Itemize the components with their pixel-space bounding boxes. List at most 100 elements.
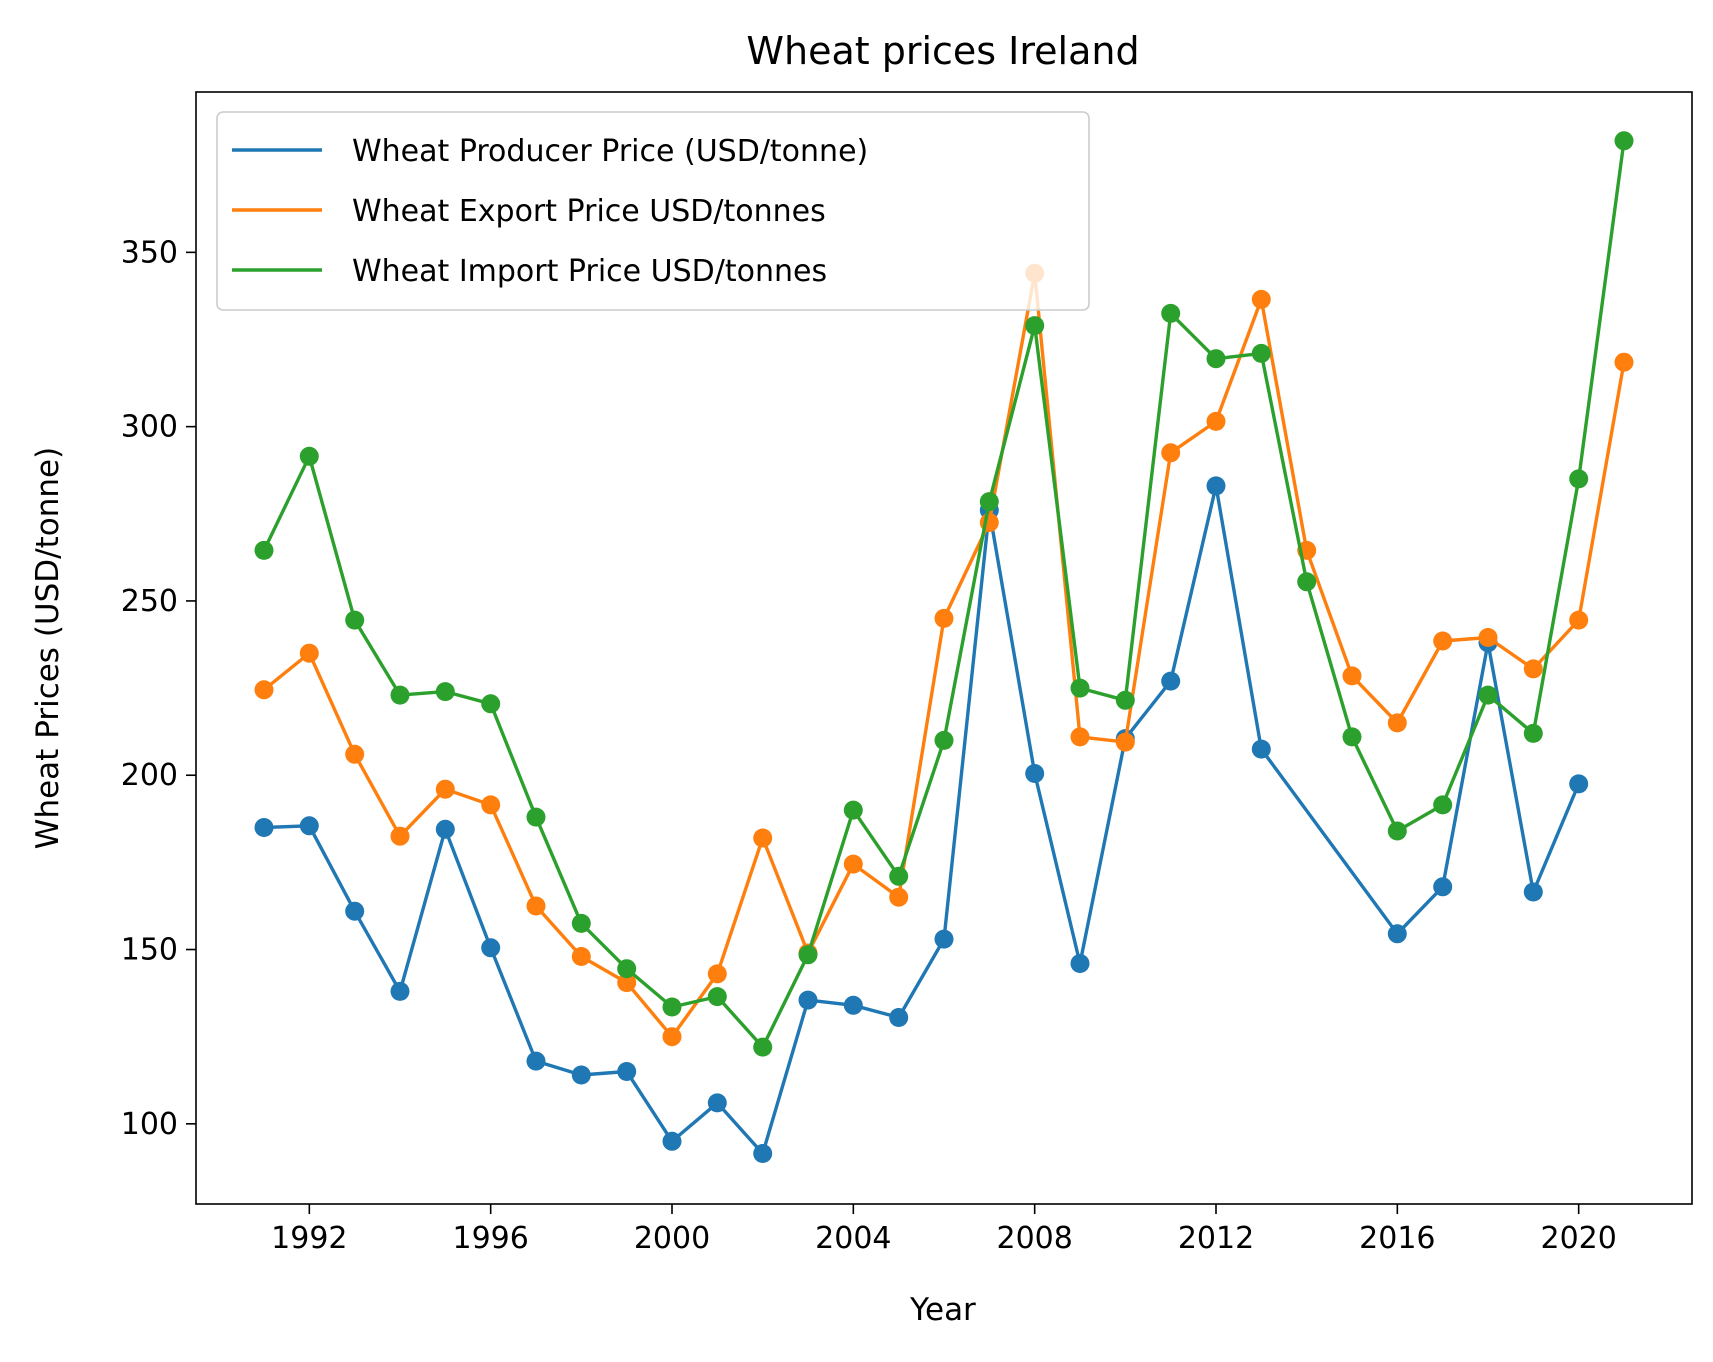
data-point: [1569, 469, 1589, 489]
x-tick-label: 1996: [452, 1221, 528, 1256]
x-tick-label: 2008: [996, 1221, 1072, 1256]
x-tick-label: 2020: [1540, 1221, 1616, 1256]
y-axis-title: Wheat Prices (USD/tonne): [30, 447, 66, 849]
data-point: [1433, 877, 1453, 897]
data-point: [299, 816, 319, 836]
data-point: [1161, 671, 1181, 691]
data-point: [1115, 690, 1135, 710]
data-point: [345, 901, 365, 921]
data-point: [254, 680, 274, 700]
data-point: [1206, 411, 1226, 431]
data-point: [481, 694, 501, 714]
legend: Wheat Producer Price (USD/tonne) Wheat Ex…: [216, 111, 1090, 311]
data-point: [1342, 666, 1362, 686]
data-point: [889, 866, 909, 886]
legend-box: [216, 111, 1090, 311]
chart-title: Wheat prices Ireland: [746, 29, 1139, 73]
data-point: [254, 540, 274, 560]
data-point: [1251, 739, 1271, 759]
data-point: [435, 819, 455, 839]
series-1: [254, 476, 1589, 1163]
data-point: [1161, 303, 1181, 323]
data-point: [345, 610, 365, 630]
data-point: [1070, 678, 1090, 698]
data-point: [1433, 795, 1453, 815]
data-point: [798, 990, 818, 1010]
series-2: [254, 263, 1634, 1047]
data-point: [526, 896, 546, 916]
y-axis: 100 150 200 250 300 350: [121, 235, 196, 1142]
legend-label: Wheat Import Price USD/tonnes: [352, 254, 827, 289]
y-tick-label: 200: [121, 758, 178, 793]
data-point: [1614, 131, 1634, 151]
data-point: [662, 1131, 682, 1151]
data-point: [1387, 821, 1407, 841]
data-point: [934, 730, 954, 750]
y-tick-label: 300: [121, 410, 178, 445]
data-point: [1569, 774, 1589, 794]
data-point: [1025, 764, 1045, 783]
data-point: [889, 887, 909, 907]
data-point: [617, 1062, 637, 1081]
data-point: [1478, 628, 1498, 647]
y-tick-label: 350: [121, 235, 178, 270]
data-point: [798, 945, 818, 965]
data-point: [435, 779, 455, 799]
data-point: [1433, 631, 1453, 651]
data-point: [299, 446, 319, 466]
data-point: [481, 938, 501, 958]
data-point: [1478, 685, 1498, 705]
data-point: [1251, 289, 1271, 309]
data-point: [526, 807, 546, 827]
x-tick-label: 2000: [634, 1221, 710, 1256]
data-point: [1523, 659, 1543, 679]
data-point: [979, 492, 999, 512]
data-point: [843, 854, 863, 874]
data-point: [1206, 349, 1226, 369]
data-point: [753, 1144, 773, 1163]
data-point: [707, 1093, 727, 1113]
legend-label: Wheat Producer Price (USD/tonne): [352, 134, 868, 169]
y-tick-label: 250: [121, 584, 178, 619]
data-point: [571, 1065, 591, 1085]
x-tick-label: 1992: [271, 1221, 347, 1256]
data-point: [1342, 727, 1362, 747]
data-point: [390, 981, 410, 1001]
data-point: [390, 685, 410, 705]
y-tick-label: 100: [121, 1107, 178, 1142]
data-point: [707, 987, 727, 1007]
data-point: [1251, 343, 1271, 363]
data-point: [571, 947, 591, 966]
data-point: [843, 800, 863, 820]
data-point: [1161, 443, 1181, 463]
x-tick-label: 2016: [1359, 1221, 1435, 1256]
data-point: [1523, 882, 1543, 902]
legend-label: Wheat Export Price USD/tonnes: [352, 194, 826, 229]
data-point: [617, 973, 637, 993]
data-point: [707, 964, 727, 984]
plot-frame: [195, 91, 1693, 1205]
data-point: [1070, 727, 1090, 747]
series-line: [263, 484, 1581, 1156]
x-tick-label: 2004: [815, 1221, 891, 1256]
data-point: [1115, 732, 1135, 752]
data-point: [1569, 610, 1589, 630]
data-point: [435, 682, 455, 702]
series-3: [254, 131, 1634, 1057]
data-point: [345, 744, 365, 764]
data-point: [254, 818, 274, 837]
data-point: [390, 826, 410, 846]
data-point: [526, 1051, 546, 1071]
data-point: [1206, 476, 1226, 496]
data-point: [1025, 316, 1045, 336]
data-point: [753, 1037, 773, 1057]
y-tick-label: 150: [121, 933, 178, 968]
data-point: [571, 913, 591, 933]
data-point: [1297, 572, 1317, 592]
data-point: [934, 608, 954, 628]
x-tick-label: 2012: [1178, 1221, 1254, 1256]
data-point: [1387, 924, 1407, 944]
data-point: [662, 997, 682, 1017]
data-point: [617, 959, 637, 979]
